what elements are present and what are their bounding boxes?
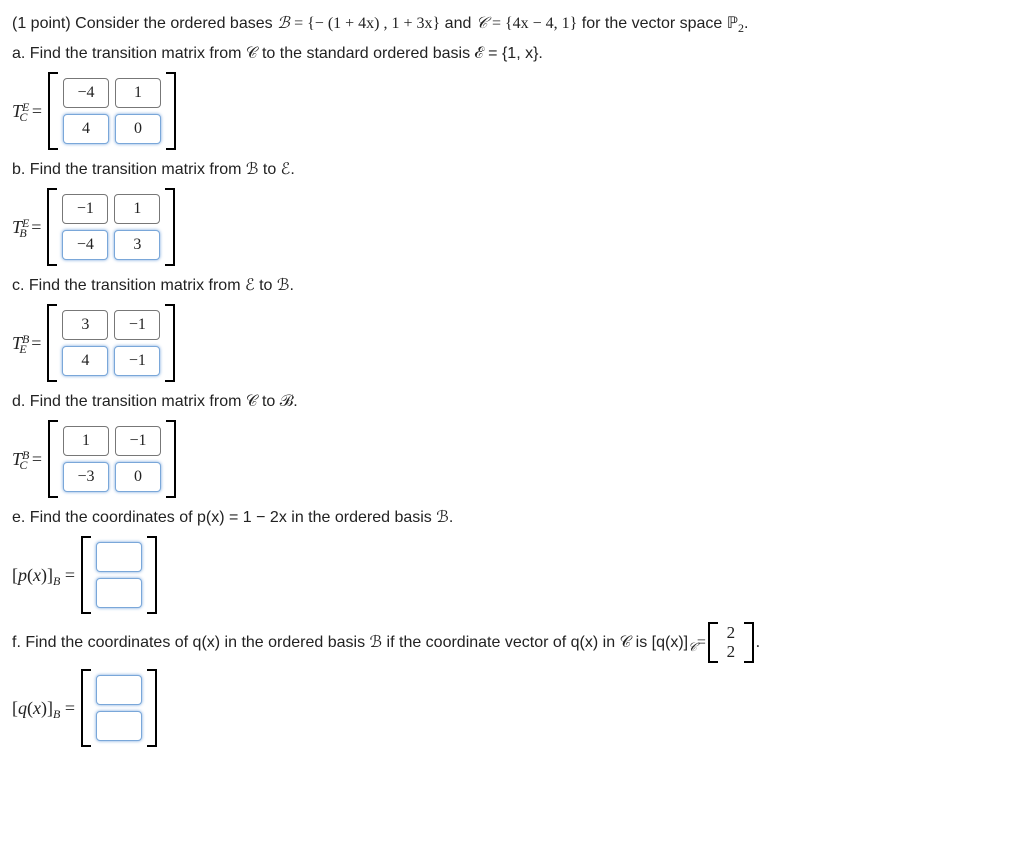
problem-intro: (1 point) Consider the ordered bases ℬ =… (12, 12, 1012, 36)
part-d-matrix: 1 −1 −3 0 (48, 420, 176, 498)
matrix-cell[interactable]: −1 (114, 346, 160, 376)
part-e-prompt: e. Find the coordinates of p(x) = 1 − 2x… (12, 506, 1012, 530)
part-b-lhs: TEB = (12, 217, 41, 238)
space-P: ℙ (727, 15, 738, 32)
matrix-cell[interactable]: 1 (63, 426, 109, 456)
part-c-lhs: TBE = (12, 333, 41, 354)
matrix-cell[interactable]: 4 (62, 346, 108, 376)
part-f-row: [q(x)]B = (12, 669, 1012, 747)
part-f-given-vector: 2 2 (708, 622, 754, 663)
matrix-cell[interactable]: −4 (62, 230, 108, 260)
part-f-lhs: [q(x)]B = (12, 698, 75, 719)
matrix-cell[interactable] (96, 711, 142, 741)
eq-1: = (294, 15, 307, 32)
part-a-row: TEC = −4 1 4 0 (12, 72, 1012, 150)
matrix-cell[interactable]: −1 (115, 426, 161, 456)
part-b-row: TEB = −1 1 −4 3 (12, 188, 1012, 266)
part-a-prompt: a. Find the transition matrix from 𝒞 to … (12, 42, 1012, 66)
part-f-period: . (756, 631, 760, 655)
intro-period: . (744, 15, 748, 32)
matrix-cell[interactable]: −1 (62, 194, 108, 224)
space-sub: 2 (738, 21, 744, 35)
part-c-prompt: c. Find the transition matrix from ℰ to … (12, 274, 1012, 298)
part-e-lhs: [p(x)]B = (12, 565, 75, 586)
part-d-row: TBC = 1 −1 −3 0 (12, 420, 1012, 498)
matrix-cell[interactable]: −1 (114, 310, 160, 340)
part-c-matrix: 3 −1 4 −1 (47, 304, 175, 382)
and-text: and (445, 15, 476, 32)
basis-B-symbol: ℬ (277, 15, 290, 32)
basis-C-symbol: 𝒞 (476, 15, 488, 32)
matrix-cell[interactable]: 1 (114, 194, 160, 224)
part-e-matrix (81, 536, 157, 614)
part-b-matrix: −1 1 −4 3 (47, 188, 175, 266)
matrix-cell[interactable]: −4 (63, 78, 109, 108)
matrix-cell[interactable] (96, 578, 142, 608)
part-c-row: TBE = 3 −1 4 −1 (12, 304, 1012, 382)
part-d-prompt: d. Find the transition matrix from 𝒞 to … (12, 390, 1012, 414)
matrix-cell[interactable]: 0 (115, 114, 161, 144)
matrix-cell[interactable]: 1 (115, 78, 161, 108)
matrix-cell[interactable] (96, 542, 142, 572)
matrix-cell[interactable]: −3 (63, 462, 109, 492)
basis-C-set: = {4x − 4, 1} (492, 15, 577, 32)
part-b-prompt: b. Find the transition matrix from ℬ to … (12, 158, 1012, 182)
intro-tail: for the vector space (582, 15, 727, 32)
part-d-lhs: TBC = (12, 449, 42, 470)
points-label: (1 point) (12, 15, 71, 32)
part-f-eq: = (697, 631, 706, 655)
vec-entry: 2 (720, 643, 742, 662)
vec-entry: 2 (720, 624, 742, 643)
part-f-prompt: f. Find the coordinates of q(x) in the o… (12, 622, 1012, 663)
part-f-matrix (81, 669, 157, 747)
part-a-lhs: TEC = (12, 101, 42, 122)
matrix-cell[interactable]: 3 (62, 310, 108, 340)
matrix-cell[interactable] (96, 675, 142, 705)
part-f-sub: 𝒞 (688, 638, 697, 656)
part-e-row: [p(x)]B = (12, 536, 1012, 614)
basis-B-set: {− (1 + 4x) , 1 + 3x} (307, 15, 440, 32)
matrix-cell[interactable]: 4 (63, 114, 109, 144)
matrix-cell[interactable]: 3 (114, 230, 160, 260)
part-a-matrix: −4 1 4 0 (48, 72, 176, 150)
part-f-text: f. Find the coordinates of q(x) in the o… (12, 631, 688, 655)
intro-text-1: Consider the ordered bases (75, 15, 277, 32)
matrix-cell[interactable]: 0 (115, 462, 161, 492)
